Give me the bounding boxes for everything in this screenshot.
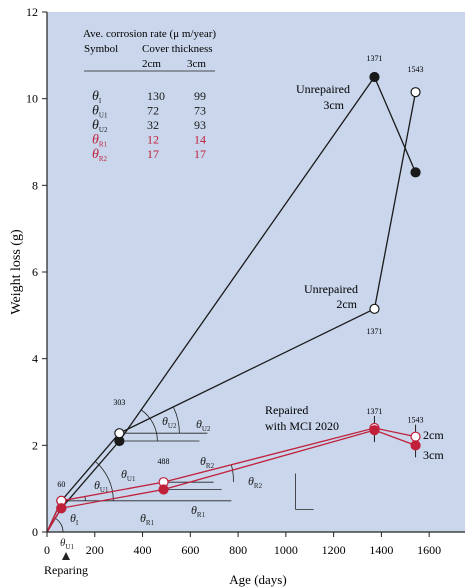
point-label: 488 [158,457,170,466]
x-axis-label: Age (days) [229,572,286,587]
legend-rows: θI 130 99 θU1 72 73 θU2 32 93 θR1 12 14 θR2 17 17 [92,89,206,163]
angle-arc-u1-303 [140,409,158,442]
angle-arc-u1-60 [94,461,114,501]
x-tick-label: 800 [229,543,247,557]
x-tick-label: 600 [181,543,199,557]
legend-table: Ave. corrosion rate (μ m/year) Symbol Co… [83,28,216,163]
legend-value-2cm: 17 [147,147,159,161]
x-tick-label: 1200 [322,543,346,557]
legend-symbol-r1: θR1 [92,133,108,149]
tick-labels: 0 200 400 600 800 1000 1200 1400 1600 0 2 4 6 8 10 12 [26,5,441,557]
reparing-label: Reparing [44,563,88,577]
legend-col-2cm: 2cm [142,58,161,70]
data-point-unrep2 [369,303,380,314]
data-point-unrep3 [410,167,421,178]
annotation-unrepaired-2cm-2: 2cm [336,297,357,311]
point-label: 1543 [408,416,424,425]
angle-arc-u2 [172,406,180,434]
legend-value-2cm: 72 [147,104,159,118]
series-markers [56,71,421,514]
angle-label: θR2 [248,474,263,490]
point-label: 1371 [366,54,382,63]
legend-symbol-u1: θU1 [92,104,108,120]
y-tick-label: 4 [32,352,38,366]
angle-label: θR1 [191,503,206,519]
angle-label: θU1 [94,478,109,494]
legend-header-symbol: Symbol [84,43,118,55]
legend-value-3cm: 73 [194,104,206,118]
data-point-unrep3 [369,71,380,83]
point-labels: 6030348813711543137113711543θIθU1θU1θU2θ… [57,54,423,551]
point-label: 1371 [366,327,382,336]
annotation-repaired-1: Repaired [265,403,308,417]
legend-symbol-r2: θR2 [92,147,108,163]
legend-value-2cm: 32 [147,118,159,132]
reparing-arrow-icon [62,552,70,560]
legend-value-3cm: 17 [194,147,206,161]
legend-value-2cm: 130 [147,89,165,103]
point-label: 1543 [408,65,424,74]
angle-label: θU1 [60,537,74,551]
angle-label: θU1 [121,467,136,483]
point-label: 60 [57,480,65,489]
annotation-repaired-3cm: 3cm [423,448,444,462]
x-tick-label: 400 [134,543,152,557]
y-tick-label: 2 [32,438,38,452]
legend-symbol-u2: θU2 [92,118,108,134]
data-point-rep3 [410,440,421,451]
data-point-unrep2 [410,87,421,98]
angle-markers [47,406,314,533]
x-tick-label: 0 [44,543,50,557]
data-point-unrep2 [114,428,125,439]
legend-symbol-i: θI [92,89,102,105]
data-point-rep3 [369,425,380,436]
legend-col-3cm: 3cm [187,58,206,70]
annotation-unrepaired-3cm-2: 3cm [323,98,344,112]
x-tick-label: 1000 [274,543,298,557]
y-tick-label: 8 [32,178,38,192]
point-label: 1371 [366,407,382,416]
angle-label: θR2 [200,454,215,470]
annotation-unrepaired-2cm-1: Unrepaired [304,282,358,296]
point-label: 303 [113,398,125,407]
y-axis-label: Weight loss (g) [9,229,24,315]
data-point-rep3 [56,503,67,514]
x-tick-label: 200 [86,543,104,557]
angle-label: θU2 [162,414,177,430]
x-tick-label: 1400 [369,543,393,557]
reparing-marker: Reparing [44,552,88,577]
y-tick-label: 12 [26,5,38,19]
annotation-repaired-2cm: 2cm [423,428,444,442]
legend-value-3cm: 93 [194,118,206,132]
data-point-rep3 [158,484,169,495]
plot-background [47,12,465,532]
annotation-unrepaired-3cm-1: Unrepaired [296,82,350,96]
annotation-repaired-2: with MCI 2020 [265,419,339,433]
y-tick-label: 0 [32,525,38,539]
legend-value-3cm: 14 [194,133,206,147]
y-tick-label: 6 [32,265,38,279]
angle-label: θR1 [140,511,155,527]
angle-label: θU2 [196,417,211,433]
legend-value-3cm: 99 [194,89,206,103]
data-point-rep2 [410,431,421,442]
x-tick-label: 1600 [417,543,441,557]
y-tick-label: 10 [26,92,38,106]
angle-label: θI [70,511,79,527]
legend-value-2cm: 12 [147,133,159,147]
legend-header-cover: Cover thickness [142,43,213,55]
legend-title: Ave. corrosion rate (μ m/year) [83,28,216,40]
series-annotations: Unrepaired 3cm Unrepaired 2cm Repaired w… [265,82,444,462]
